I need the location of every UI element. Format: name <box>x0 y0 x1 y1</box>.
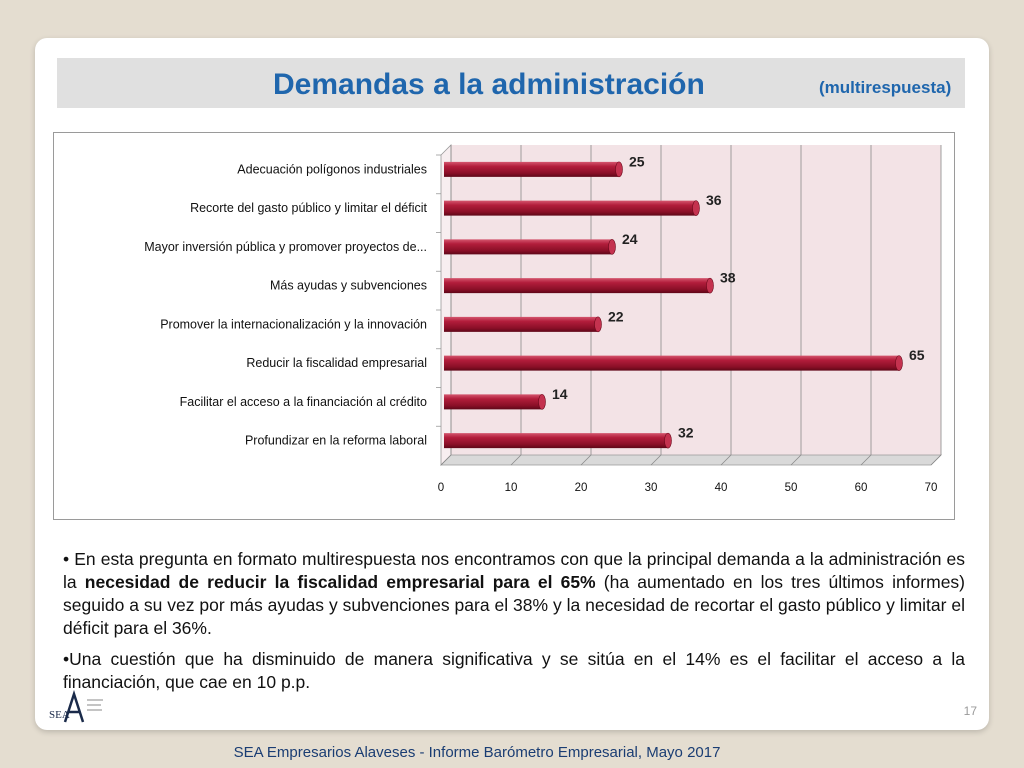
x-tick-label: 20 <box>575 482 588 494</box>
x-tick-label: 50 <box>785 482 798 494</box>
floor-gridline <box>790 454 802 466</box>
x-tick-label: 70 <box>925 482 938 494</box>
category-label: Recorte del gasto público y limitar el d… <box>190 201 427 215</box>
x-tick-label: 0 <box>438 482 444 494</box>
floor-gridline <box>510 454 522 466</box>
footer-text: SEA Empresarios Alaveses - Informe Baróm… <box>233 744 721 761</box>
bar <box>444 278 710 294</box>
x-tick-label: 60 <box>855 482 868 494</box>
floor-gridline <box>860 454 872 466</box>
x-tick-label: 30 <box>645 482 658 494</box>
bullet-1-bold: necesidad de reducir la fiscalidad empre… <box>84 572 596 592</box>
bar <box>444 316 598 332</box>
floor-gridline <box>440 454 452 466</box>
bar <box>444 433 668 449</box>
category-label: Facilitar el acceso a la financiación al… <box>180 395 427 409</box>
bullet-paragraph-2: •Una cuestión que ha disminuido de maner… <box>63 649 965 692</box>
data-label: 22 <box>608 308 624 324</box>
data-label: 38 <box>720 270 736 286</box>
floor-gridline <box>930 454 942 466</box>
bullet-1-start: • En esta pregunta en formato multirespu… <box>63 549 965 592</box>
footer: SEA Empresarios Alaveses - Informe Baróm… <box>0 744 1024 761</box>
data-label: 32 <box>678 425 694 441</box>
category-label: Mayor inversión pública y promover proye… <box>144 240 427 254</box>
bar <box>444 161 619 177</box>
bar-cap <box>608 239 616 255</box>
bar <box>444 239 612 255</box>
bar-cap <box>615 161 623 178</box>
data-label: 65 <box>909 347 925 363</box>
bar <box>444 355 899 371</box>
bar-cap <box>895 355 903 371</box>
floor-gridline <box>580 454 592 466</box>
page-title: Demandas a la administración <box>273 68 705 101</box>
sea-logo: SEA <box>49 690 103 723</box>
bar-cap <box>664 432 672 449</box>
bar-cap <box>692 200 700 216</box>
data-label: 24 <box>622 231 638 247</box>
bullet-1-end: (ha aumentado en los tres últimos inform… <box>63 572 966 638</box>
category-label: Profundizar en la reforma laboral <box>245 434 427 448</box>
data-label: 36 <box>706 192 722 208</box>
data-label: 25 <box>629 153 645 169</box>
summary-text: • En esta pregunta en formato multirespu… <box>63 548 965 702</box>
bar <box>444 200 696 216</box>
bar-chart: 0 10 20 30 40 50 60 70 25 Adecuación polígonos in… <box>53 132 955 520</box>
data-label: 14 <box>552 386 568 402</box>
floor-gridline <box>650 454 662 466</box>
page-number: 17 <box>963 704 977 718</box>
page-subtitle: (multirespuesta) <box>819 78 952 97</box>
bullet-paragraph-1: • En esta pregunta en formato multirespu… <box>63 548 965 640</box>
bar-cap <box>594 316 602 333</box>
chart-svg: 0 10 20 30 40 50 60 70 25 Adecuación polígonos in… <box>144 144 942 494</box>
x-tick-label: 40 <box>715 482 728 494</box>
bar-cap <box>706 277 714 294</box>
floor-gridline <box>720 454 732 466</box>
slide: Demandas a la administración (multirespu… <box>35 38 989 730</box>
logo-text: SEA <box>49 709 70 721</box>
title-bar: Demandas a la administración (multirespu… <box>57 58 965 108</box>
bar <box>444 394 542 410</box>
category-label: Adecuación polígonos industriales <box>237 162 427 176</box>
chart-left-wall <box>440 144 452 466</box>
x-tick-label: 10 <box>505 482 518 494</box>
category-label: Más ayudas y subvenciones <box>270 279 427 293</box>
bar-cap <box>538 394 546 410</box>
chart-back-wall <box>451 145 941 455</box>
category-label: Reducir la fiscalidad empresarial <box>246 356 427 370</box>
category-label: Promover la internacionalización y la in… <box>160 317 427 331</box>
